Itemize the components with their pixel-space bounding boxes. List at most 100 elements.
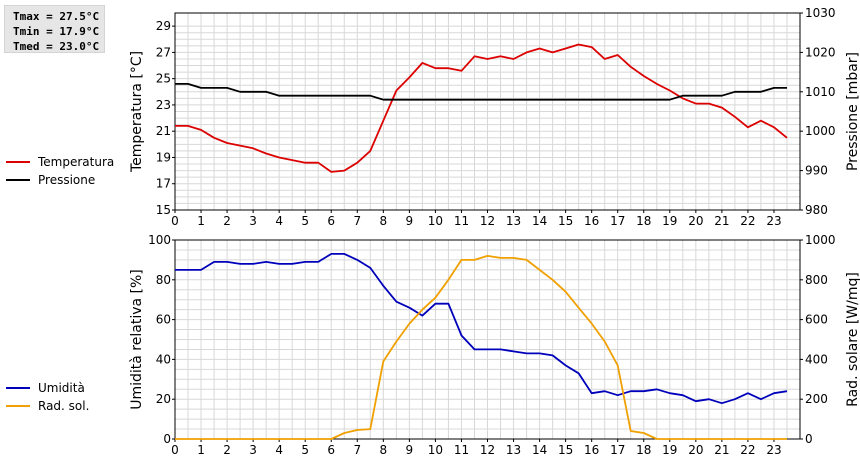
y2-tick-label: 1020 bbox=[805, 45, 836, 59]
x-tick-label: 7 bbox=[353, 443, 361, 457]
x-tick-label: 8 bbox=[380, 443, 388, 457]
x-tick-label: 5 bbox=[301, 214, 309, 228]
y-tick-label: 23 bbox=[156, 98, 171, 112]
y-tick-label: 29 bbox=[156, 19, 171, 33]
legend-item-pressure: Pressione bbox=[6, 171, 114, 189]
y2-tick-label: 400 bbox=[805, 352, 828, 366]
y2-tick-label: 1010 bbox=[805, 85, 836, 99]
x-tick-label: 21 bbox=[714, 443, 729, 457]
x-tick-label: 11 bbox=[454, 443, 469, 457]
x-tick-label: 0 bbox=[171, 214, 179, 228]
x-tick-label: 11 bbox=[454, 214, 469, 228]
x-tick-label: 0 bbox=[171, 443, 179, 457]
x-tick-label: 12 bbox=[480, 214, 495, 228]
y-tick-label: 40 bbox=[156, 352, 171, 366]
y-tick-label: 27 bbox=[156, 45, 171, 59]
x-tick-label: 14 bbox=[532, 214, 547, 228]
x-tick-label: 1 bbox=[197, 214, 205, 228]
legend-item-temperature: Temperatura bbox=[6, 153, 114, 171]
legend-item-humidity: Umidità bbox=[6, 379, 89, 397]
y-tick-label: 60 bbox=[156, 313, 171, 327]
tmed-text: Tmed = 23.0°C bbox=[13, 40, 100, 53]
series-line-rad-sol- bbox=[175, 254, 787, 440]
x-tick-label: 5 bbox=[301, 443, 309, 457]
x-tick-label: 20 bbox=[688, 443, 703, 457]
x-tick-label: 17 bbox=[610, 214, 625, 228]
legend-bottom: Umidità Rad. sol. bbox=[6, 379, 89, 415]
x-tick-label: 23 bbox=[766, 443, 781, 457]
y-tick-label: 21 bbox=[156, 124, 171, 138]
x-tick-label: 14 bbox=[532, 443, 547, 457]
y2-tick-label: 1000 bbox=[805, 124, 836, 138]
x-tick-label: 3 bbox=[249, 214, 257, 228]
x-tick-label: 6 bbox=[327, 443, 335, 457]
y2-tick-label: 800 bbox=[805, 273, 828, 287]
x-tick-label: 22 bbox=[740, 443, 755, 457]
x-tick-label: 4 bbox=[275, 443, 283, 457]
y-tick-label: 19 bbox=[156, 150, 171, 164]
y-tick-label: 15 bbox=[156, 203, 171, 217]
y2-axis-title: Rad. solare [W/mq] bbox=[845, 272, 860, 407]
legend-swatch-humidity bbox=[6, 387, 30, 389]
x-tick-label: 15 bbox=[558, 443, 573, 457]
y-tick-label: 20 bbox=[156, 392, 171, 406]
y2-axis-title: Pressione [mbar] bbox=[845, 52, 860, 171]
x-tick-label: 19 bbox=[662, 214, 677, 228]
tmax-text: Tmax = 27.5°C bbox=[13, 10, 100, 23]
x-tick-label: 12 bbox=[480, 443, 495, 457]
x-tick-label: 23 bbox=[766, 214, 781, 228]
x-tick-label: 10 bbox=[428, 214, 443, 228]
legend-label-radiation: Rad. sol. bbox=[38, 399, 90, 413]
y-axis-title: Temperatura [°C] bbox=[129, 51, 145, 173]
x-tick-label: 17 bbox=[610, 443, 625, 457]
legend-label-humidity: Umidità bbox=[38, 381, 85, 395]
series-line-umidit- bbox=[175, 252, 788, 405]
legend-top: Temperatura Pressione bbox=[6, 153, 114, 189]
chart-panel-1: 0 1 2 3 4 5 6 7 8 9 10 11 12 13 14 15 16 17 18 19 20 21 22 2302… bbox=[129, 233, 860, 457]
x-tick-label: 16 bbox=[584, 443, 599, 457]
x-tick-label: 6 bbox=[327, 214, 335, 228]
y2-tick-label: 1030 bbox=[805, 6, 836, 20]
legend-label-pressure: Pressione bbox=[38, 173, 96, 187]
x-tick-label: 8 bbox=[380, 214, 388, 228]
y-tick-label: 0 bbox=[163, 432, 171, 446]
x-tick-label: 16 bbox=[584, 214, 599, 228]
x-tick-label: 3 bbox=[249, 443, 257, 457]
x-tick-label: 22 bbox=[740, 214, 755, 228]
series-line-temperatura bbox=[175, 43, 788, 173]
y2-tick-label: 0 bbox=[805, 432, 813, 446]
x-tick-label: 7 bbox=[353, 214, 361, 228]
x-tick-label: 2 bbox=[223, 443, 231, 457]
y2-tick-label: 980 bbox=[805, 203, 828, 217]
y-axis-title: Umidità relativa [%] bbox=[129, 269, 145, 410]
x-tick-label: 21 bbox=[714, 214, 729, 228]
x-tick-label: 10 bbox=[428, 443, 443, 457]
y2-tick-label: 600 bbox=[805, 313, 828, 327]
x-tick-label: 1 bbox=[197, 443, 205, 457]
series-line-pressione bbox=[175, 83, 787, 101]
x-tick-label: 19 bbox=[662, 443, 677, 457]
y2-tick-label: 990 bbox=[805, 164, 828, 178]
chart-panel-0: 0 1 2 3 4 5 6 7 8 9 10 11 12 13 14 15 16 17 18 19 20 21 22 2315… bbox=[129, 6, 860, 228]
x-tick-label: 18 bbox=[636, 214, 651, 228]
x-tick-label: 20 bbox=[688, 214, 703, 228]
x-tick-label: 9 bbox=[406, 443, 414, 457]
y-tick-label: 100 bbox=[148, 233, 171, 247]
x-tick-label: 13 bbox=[506, 214, 521, 228]
y-tick-label: 25 bbox=[156, 72, 171, 86]
x-tick-label: 13 bbox=[506, 443, 521, 457]
y2-tick-label: 1000 bbox=[805, 233, 836, 247]
legend-swatch-radiation bbox=[6, 405, 30, 407]
y-tick-label: 80 bbox=[156, 273, 171, 287]
y2-tick-label: 200 bbox=[805, 392, 828, 406]
y-tick-label: 17 bbox=[156, 177, 171, 191]
legend-label-temperature: Temperatura bbox=[38, 155, 115, 169]
x-tick-label: 15 bbox=[558, 214, 573, 228]
x-tick-label: 18 bbox=[636, 443, 651, 457]
tmin-text: Tmin = 17.9°C bbox=[13, 25, 100, 38]
x-tick-label: 9 bbox=[406, 214, 414, 228]
x-tick-label: 4 bbox=[275, 214, 283, 228]
legend-swatch-temperature bbox=[6, 161, 30, 163]
x-tick-label: 2 bbox=[223, 214, 231, 228]
